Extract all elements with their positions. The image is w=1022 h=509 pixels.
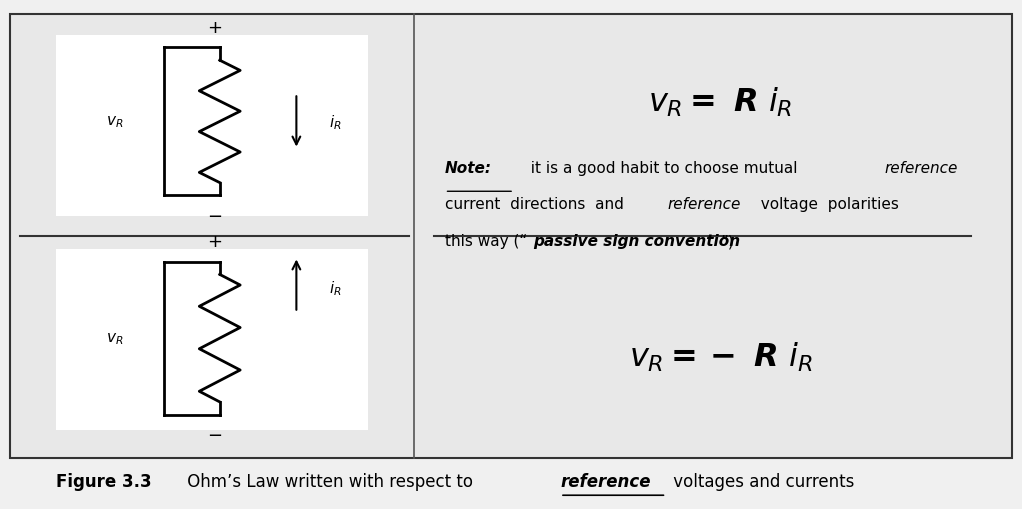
Text: $-$: $-$ [207,424,222,442]
Text: reference: reference [560,472,651,490]
Text: Figure 3.3: Figure 3.3 [56,472,152,490]
Text: Note:: Note: [445,160,492,175]
Text: +: + [207,233,222,251]
Text: ”): ”) [721,234,734,248]
Text: $v_R$: $v_R$ [105,331,124,346]
Text: $v_R$: $v_R$ [105,115,124,130]
Text: reference: reference [884,160,958,175]
Text: passive sign convention: passive sign convention [533,234,741,248]
Text: $\boldsymbol{v_R = \ R \ i_R}$: $\boldsymbol{v_R = \ R \ i_R}$ [648,85,793,119]
Text: reference: reference [667,197,741,212]
Text: $-$: $-$ [207,205,222,223]
Text: Ohm’s Law written with respect to: Ohm’s Law written with respect to [182,472,478,490]
Text: current  directions  and: current directions and [445,197,634,212]
Text: $\boldsymbol{v_R = -\ R\ i_R}$: $\boldsymbol{v_R = -\ R\ i_R}$ [629,340,812,373]
Text: this way (“: this way (“ [445,234,526,248]
FancyBboxPatch shape [56,249,368,430]
Text: $i_R$: $i_R$ [329,278,341,297]
FancyBboxPatch shape [56,36,368,216]
Text: $i_R$: $i_R$ [329,113,341,131]
Text: voltages and currents: voltages and currents [668,472,854,490]
Text: +: + [207,19,222,37]
Text: it is a good habit to choose mutual: it is a good habit to choose mutual [521,160,802,175]
FancyBboxPatch shape [10,15,1012,458]
Text: voltage  polarities: voltage polarities [751,197,899,212]
